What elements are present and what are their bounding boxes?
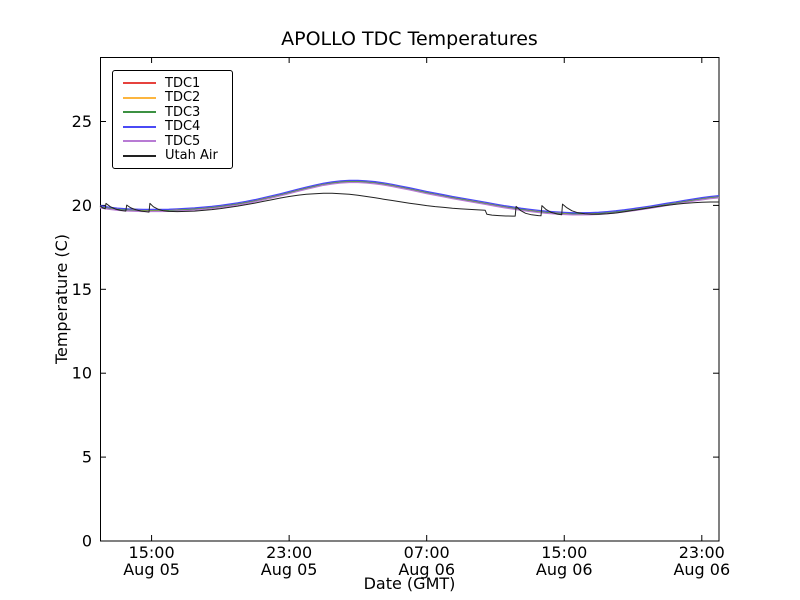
legend-swatch-icon [123, 125, 156, 128]
legend-item: TDC4 [113, 120, 232, 135]
x-tick-label-time: 15:00 [541, 543, 587, 562]
x-tick-label-time: 07:00 [404, 543, 450, 562]
x-tick-label-time: 23:00 [679, 543, 725, 562]
series-layer [99, 179, 720, 217]
y-tick-label: 15 [72, 280, 92, 299]
x-axis-label: Date (GMT) [363, 574, 456, 593]
legend-swatch-icon [123, 154, 156, 157]
legend: TDC1 TDC2 TDC3 TDC4 TDC5 Utah Air [112, 70, 233, 169]
legend-label: TDC1 [165, 75, 201, 91]
legend-label: Utah Air [165, 148, 218, 164]
x-tick-label-time: 23:00 [266, 543, 312, 562]
y-tick-label: 5 [82, 448, 92, 467]
legend-label: TDC4 [165, 119, 201, 135]
x-tick-label-date: Aug 06 [536, 560, 593, 579]
axes-frame [100, 57, 720, 542]
x-tick-label-date: Aug 06 [398, 560, 455, 579]
series-line-utah-air [99, 192, 719, 217]
legend-swatch-icon [123, 82, 156, 85]
y-tick-label: 10 [72, 364, 92, 383]
x-tick-label-time: 15:00 [129, 543, 175, 562]
legend-item: TDC5 [113, 134, 232, 149]
chart-title: APOLLO TDC Temperatures [281, 28, 538, 50]
legend-item: TDC3 [113, 105, 232, 120]
legend-swatch-icon [123, 140, 156, 143]
y-tick-label: 25 [72, 112, 92, 131]
legend-item: Utah Air [113, 149, 232, 164]
x-tick-label-date: Aug 05 [123, 560, 180, 579]
y-tick-label: 0 [82, 532, 92, 551]
legend-label: TDC2 [165, 90, 201, 106]
ticks-layer [100, 57, 719, 542]
y-tick-label: 20 [72, 196, 92, 215]
legend-swatch-icon [123, 111, 156, 114]
legend-label: TDC5 [165, 133, 201, 149]
series-line-tdc4 [99, 179, 720, 214]
legend-item: TDC1 [113, 76, 232, 91]
legend-label: TDC3 [165, 104, 201, 120]
y-axis-label: Temperature (C) [52, 233, 71, 365]
x-tick-label-date: Aug 05 [261, 560, 318, 579]
legend-swatch-icon [123, 96, 156, 99]
legend-item: TDC2 [113, 91, 232, 106]
x-tick-label-date: Aug 06 [673, 560, 730, 579]
